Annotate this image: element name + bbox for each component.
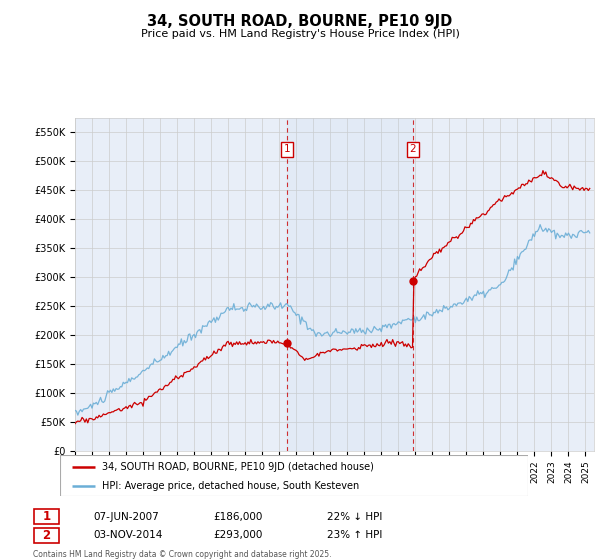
Text: 34, SOUTH ROAD, BOURNE, PE10 9JD (detached house): 34, SOUTH ROAD, BOURNE, PE10 9JD (detach… — [102, 461, 374, 472]
Text: 2: 2 — [43, 529, 50, 542]
Text: 2: 2 — [409, 144, 416, 154]
Text: Price paid vs. HM Land Registry's House Price Index (HPI): Price paid vs. HM Land Registry's House … — [140, 29, 460, 39]
Text: £293,000: £293,000 — [213, 530, 262, 540]
Text: 03-NOV-2014: 03-NOV-2014 — [93, 530, 163, 540]
Text: 07-JUN-2007: 07-JUN-2007 — [93, 512, 159, 522]
Text: 1: 1 — [43, 510, 50, 524]
Bar — [287, 118, 413, 451]
Text: Contains HM Land Registry data © Crown copyright and database right 2025.
This d: Contains HM Land Registry data © Crown c… — [33, 550, 331, 560]
Text: 23% ↑ HPI: 23% ↑ HPI — [327, 530, 382, 540]
Text: £186,000: £186,000 — [213, 512, 262, 522]
Text: 1: 1 — [283, 144, 290, 154]
Text: 22% ↓ HPI: 22% ↓ HPI — [327, 512, 382, 522]
Text: 34, SOUTH ROAD, BOURNE, PE10 9JD: 34, SOUTH ROAD, BOURNE, PE10 9JD — [148, 14, 452, 29]
Text: HPI: Average price, detached house, South Kesteven: HPI: Average price, detached house, Sout… — [102, 480, 359, 491]
